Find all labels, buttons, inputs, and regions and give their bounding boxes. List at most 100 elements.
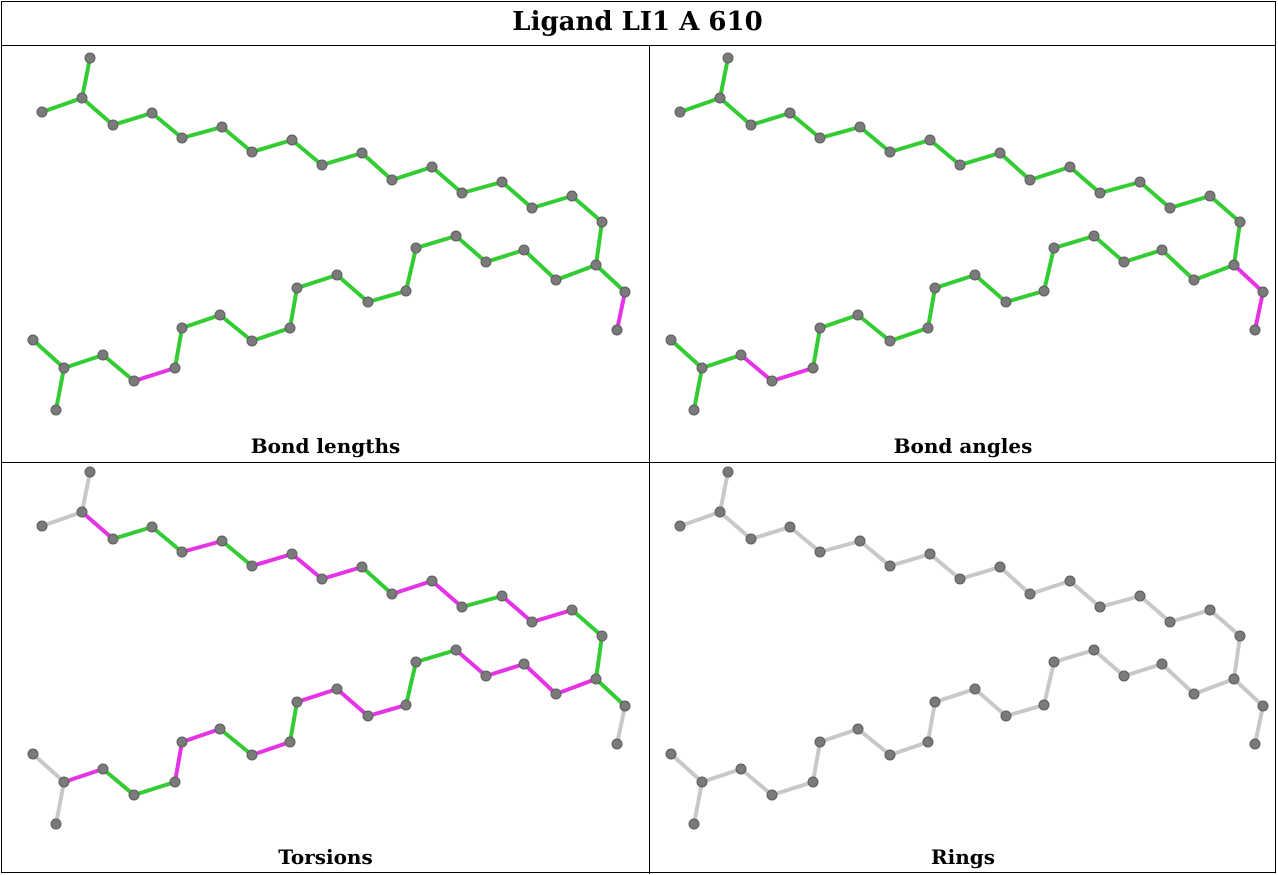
bond [460, 180, 504, 195]
atom [1249, 324, 1261, 336]
bond [1160, 662, 1196, 696]
atom [954, 159, 966, 171]
atom [169, 776, 181, 788]
atom [58, 776, 70, 788]
bond [484, 248, 526, 264]
atom [386, 588, 398, 600]
atom [994, 147, 1006, 159]
atom [922, 322, 934, 334]
caption-rings: Rings [930, 845, 995, 869]
atom [362, 296, 374, 308]
atom [518, 658, 530, 670]
atom [1164, 616, 1176, 628]
atom [1234, 630, 1246, 642]
bond [335, 687, 370, 718]
bond [220, 539, 254, 568]
bond [40, 96, 84, 114]
atom [852, 723, 864, 735]
bond [669, 338, 704, 370]
atom [766, 789, 778, 801]
atom [596, 630, 608, 642]
molecule-bond-lengths [27, 52, 631, 416]
bond [111, 525, 154, 541]
atom [1257, 700, 1269, 712]
atom [400, 699, 412, 711]
bond [54, 366, 66, 412]
atom [1134, 590, 1146, 602]
atom [566, 604, 578, 616]
figure-title: Ligand LI1 A 610 [512, 7, 763, 37]
atom [969, 683, 981, 695]
atom [284, 736, 296, 748]
bond [594, 677, 627, 708]
atom [176, 736, 188, 748]
atom [1024, 588, 1036, 600]
bond [1028, 165, 1072, 182]
atom [84, 466, 96, 478]
bond [669, 752, 704, 784]
bond [998, 565, 1032, 596]
bond [818, 727, 860, 744]
bond [366, 703, 408, 718]
bond [522, 248, 558, 282]
atom [1094, 601, 1106, 613]
atom [611, 738, 623, 750]
bond [1092, 648, 1126, 678]
atom [526, 616, 538, 628]
atom [884, 560, 896, 572]
molecule-torsions [27, 466, 631, 830]
bond [132, 366, 177, 383]
atom [246, 749, 258, 761]
bond [180, 539, 224, 554]
atom [1000, 710, 1012, 722]
caption-torsions: Torsions [278, 845, 373, 869]
bond [570, 608, 604, 638]
bond [290, 138, 324, 167]
atom [1048, 656, 1060, 668]
atom [169, 362, 181, 374]
bond [218, 313, 254, 343]
atom [814, 736, 826, 748]
atom [674, 106, 686, 118]
bond [700, 767, 743, 784]
atom [1188, 274, 1200, 286]
atom [884, 146, 896, 158]
bond [770, 780, 815, 797]
bond [250, 326, 292, 343]
bond [150, 111, 184, 140]
bond [749, 111, 792, 127]
atom [1064, 575, 1076, 587]
atom [929, 282, 941, 294]
atom [814, 322, 826, 334]
atom [386, 174, 398, 186]
bond [430, 579, 464, 609]
atom [807, 776, 819, 788]
atom [518, 244, 530, 256]
atom [410, 242, 422, 254]
bond [250, 740, 292, 757]
atom [735, 763, 747, 775]
bond [80, 56, 92, 100]
atom [291, 696, 303, 708]
bond [1122, 662, 1164, 678]
bond [692, 366, 704, 412]
bond [173, 326, 184, 370]
atom [146, 107, 158, 119]
bond [1208, 608, 1242, 638]
atom [735, 349, 747, 361]
bond [1168, 194, 1212, 210]
atom [246, 146, 258, 158]
bond [414, 234, 458, 250]
bond [594, 634, 604, 681]
bond [414, 648, 458, 664]
bond [888, 138, 932, 154]
bond [295, 687, 339, 704]
bond [1004, 703, 1046, 718]
bond [250, 552, 294, 568]
atom [426, 575, 438, 587]
bond [180, 125, 224, 140]
bond [1138, 594, 1172, 624]
atom [674, 520, 686, 532]
atom [316, 573, 328, 585]
